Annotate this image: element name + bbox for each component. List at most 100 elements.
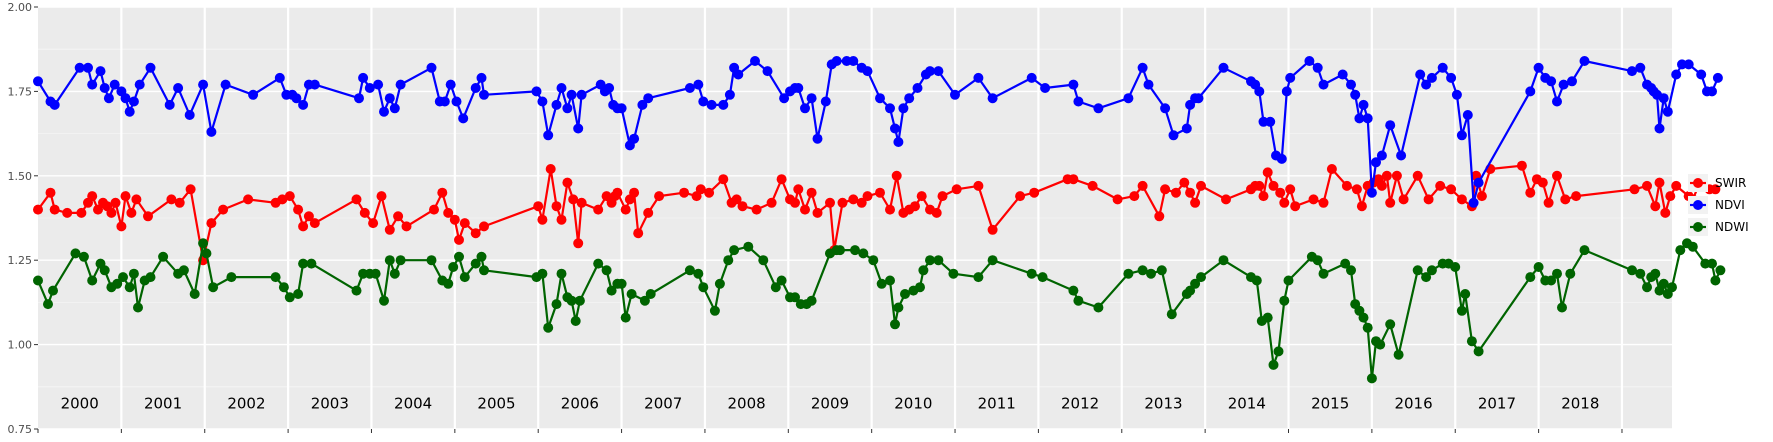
ndvi-point xyxy=(551,99,562,110)
ndvi-point xyxy=(604,83,615,93)
ndvi-point xyxy=(1683,59,1694,70)
ndwi-point xyxy=(479,265,489,276)
ndwi-point xyxy=(1196,272,1206,283)
ndwi-point xyxy=(601,265,612,276)
swir-point xyxy=(573,238,584,249)
ndvi-point xyxy=(1312,62,1323,73)
ndvi-point xyxy=(724,89,735,100)
ndvi-point xyxy=(898,103,909,114)
ndwi-point xyxy=(270,272,281,283)
ndwi-point xyxy=(973,272,984,283)
swir-point xyxy=(862,191,873,202)
swir-point xyxy=(309,218,320,229)
ndvi-point xyxy=(1654,123,1665,134)
ndvi-point xyxy=(354,93,364,104)
swir-point xyxy=(459,218,470,229)
ndvi-point xyxy=(925,66,935,77)
swir-point xyxy=(376,191,387,202)
swir-point xyxy=(1137,180,1148,191)
ndvi-point xyxy=(1462,110,1473,120)
ndwi-point xyxy=(551,299,562,310)
ndwi-point xyxy=(1579,245,1590,256)
ndvi-point xyxy=(33,76,43,87)
ndvi-point xyxy=(1426,72,1437,83)
ndwi-point xyxy=(226,272,237,283)
swir-point xyxy=(298,221,309,232)
ndwi-point xyxy=(99,265,110,276)
ndvi-point xyxy=(309,79,320,90)
y-tick-label: 2.00 xyxy=(8,1,33,14)
ndvi-point xyxy=(74,62,85,73)
swir-point xyxy=(120,191,131,202)
ndvi-point xyxy=(1658,93,1669,104)
ndvi-point xyxy=(537,96,548,107)
ndvi-point xyxy=(470,83,481,93)
ndwi-point xyxy=(1268,359,1279,370)
ndvi-point xyxy=(812,133,823,144)
ndwi-point xyxy=(893,302,904,313)
swir-point xyxy=(545,164,556,174)
ndvi-point xyxy=(476,72,487,83)
swir-point xyxy=(401,221,412,232)
ndvi-point xyxy=(1160,103,1171,114)
ndwi-point xyxy=(145,272,156,283)
ndvi-point xyxy=(95,66,106,77)
ndwi-point xyxy=(684,265,695,276)
swir-point xyxy=(243,194,254,205)
legend-key-point xyxy=(1693,200,1703,210)
ndwi-point xyxy=(1190,278,1201,289)
ndwi-point xyxy=(1557,302,1567,313)
ndwi-point xyxy=(1421,272,1432,283)
ndwi-point xyxy=(606,285,617,296)
swir-point xyxy=(1381,170,1392,181)
ndwi-point xyxy=(570,316,581,326)
ndvi-point xyxy=(885,103,895,114)
ndvi-point xyxy=(274,72,285,83)
legend-item-ndvi: NDVI xyxy=(1688,196,1745,214)
legend-key-point xyxy=(1693,178,1703,188)
ndvi-point xyxy=(479,89,489,100)
swir-point xyxy=(110,197,121,208)
swir-point xyxy=(206,218,217,229)
ndwi-point xyxy=(43,299,53,310)
swir-point xyxy=(1154,211,1165,222)
ndvi-point xyxy=(566,89,577,100)
year-label: 2017 xyxy=(1478,395,1516,413)
ndvi-point xyxy=(733,69,744,80)
ndvi-point xyxy=(890,123,900,134)
swir-point xyxy=(633,228,644,239)
swir-point xyxy=(1221,194,1231,205)
ndvi-point xyxy=(1712,72,1723,83)
ndwi-point xyxy=(1627,265,1637,276)
year-label: 2016 xyxy=(1394,395,1432,413)
ndvi-point xyxy=(1533,62,1544,73)
ndvi-point xyxy=(298,99,309,110)
ndvi-point xyxy=(698,96,709,107)
ndvi-point xyxy=(862,66,873,77)
ndvi-point xyxy=(1627,66,1637,77)
ndvi-point xyxy=(531,86,542,97)
swir-point xyxy=(766,197,777,208)
ndwi-point xyxy=(1635,268,1646,279)
ndvi-point xyxy=(291,93,302,104)
ndvi-point xyxy=(1468,197,1479,208)
series-layer xyxy=(33,56,1726,384)
swir-point xyxy=(1423,194,1434,205)
swir-point xyxy=(806,187,817,198)
ndwi-point xyxy=(1312,255,1323,266)
ndwi-point xyxy=(1450,262,1461,272)
ndvi-point xyxy=(1350,89,1361,100)
ndvi-point xyxy=(364,83,375,93)
ndvi-point xyxy=(1168,130,1179,141)
year-label: 2003 xyxy=(311,395,349,413)
swir-point xyxy=(470,228,481,239)
ndwi-point xyxy=(918,265,929,276)
swir-point xyxy=(131,194,142,205)
legend-label: SWIR xyxy=(1715,176,1746,190)
swir-point xyxy=(218,204,229,215)
ndwi-point xyxy=(48,285,58,296)
ndwi-point xyxy=(395,255,406,266)
swir-point xyxy=(1285,184,1296,195)
ndvi-point xyxy=(793,83,804,93)
